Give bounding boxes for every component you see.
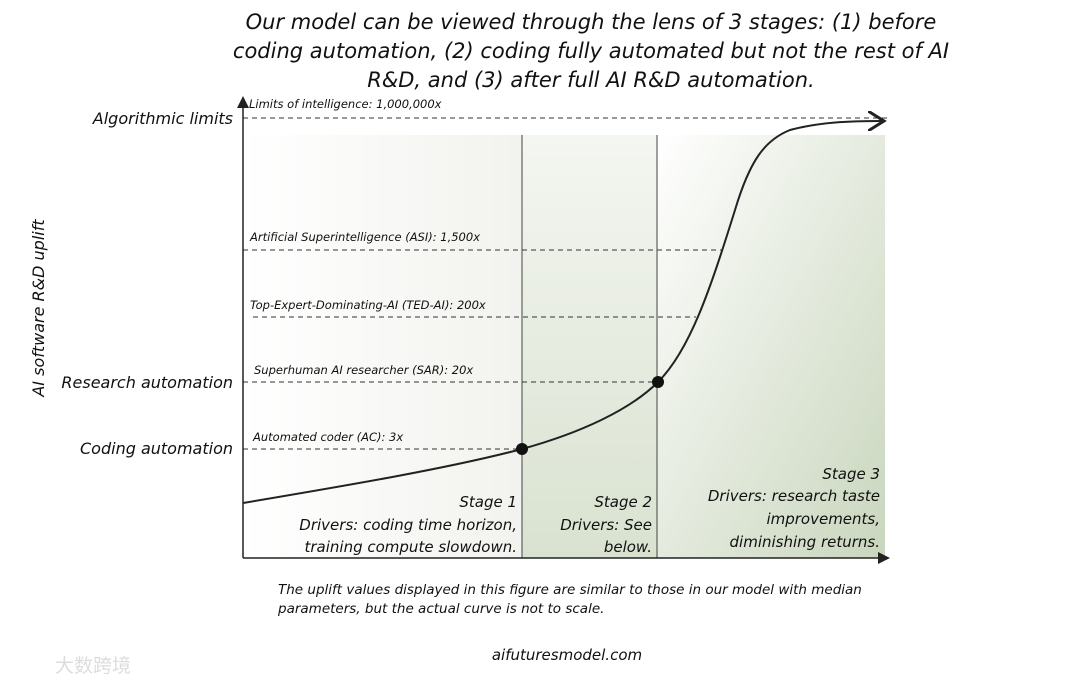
milestone-dot xyxy=(652,376,664,388)
footnote: The uplift values displayed in this figu… xyxy=(278,582,862,598)
title-line: Our model can be viewed through the lens… xyxy=(246,10,937,34)
reference-label: Limits of intelligence: 1,000,000x xyxy=(249,97,442,111)
y-label: Coding automation xyxy=(80,439,233,458)
y-label: Algorithmic limits xyxy=(92,109,233,128)
reference-label: Top-Expert-Dominating-AI (TED-AI): 200x xyxy=(250,298,486,312)
reference-label: Artificial Superintelligence (ASI): 1,50… xyxy=(249,230,480,244)
stage-1: Stage 1 Drivers: coding time horizon, tr… xyxy=(299,493,517,556)
stage-text: diminishing returns. xyxy=(730,533,880,551)
reference-label: Superhuman AI researcher (SAR): 20x xyxy=(254,363,473,377)
stage-2: Stage 2 Drivers: See below. xyxy=(560,493,652,556)
y-label: Research automation xyxy=(61,373,233,392)
title: Our model can be viewed through the lens… xyxy=(233,10,949,92)
axes xyxy=(237,96,890,564)
stage-text: Drivers: research taste xyxy=(708,487,880,505)
stage-text: training compute slowdown. xyxy=(305,538,518,556)
title-line: R&D, and (3) after full AI R&D automatio… xyxy=(367,68,814,92)
stage-3: Stage 3 Drivers: research taste improvem… xyxy=(708,465,880,551)
stage-text: Stage 3 xyxy=(822,465,880,483)
shading xyxy=(243,135,885,558)
title-line: coding automation, (2) coding fully auto… xyxy=(233,39,949,63)
uplift-curve xyxy=(242,121,882,504)
reference-lines xyxy=(243,117,890,450)
stage-text: improvements, xyxy=(766,510,880,528)
stage-text: below. xyxy=(604,538,652,556)
watermark: 大数跨境 xyxy=(55,655,131,677)
website: aifuturesmodel.com xyxy=(492,646,642,664)
stage-dividers xyxy=(521,135,658,558)
stage-text: Drivers: coding time horizon, xyxy=(299,516,517,534)
stage-text: Stage 1 xyxy=(459,493,517,511)
y-axis-label: AI software R&D uplift xyxy=(29,219,48,398)
footnote: parameters, but the actual curve is not … xyxy=(277,601,604,617)
stage-text: Drivers: See xyxy=(560,516,652,534)
reference-label: Automated coder (AC): 3x xyxy=(252,430,403,444)
stage-text: Stage 2 xyxy=(594,493,652,511)
milestone-dot xyxy=(516,443,528,455)
